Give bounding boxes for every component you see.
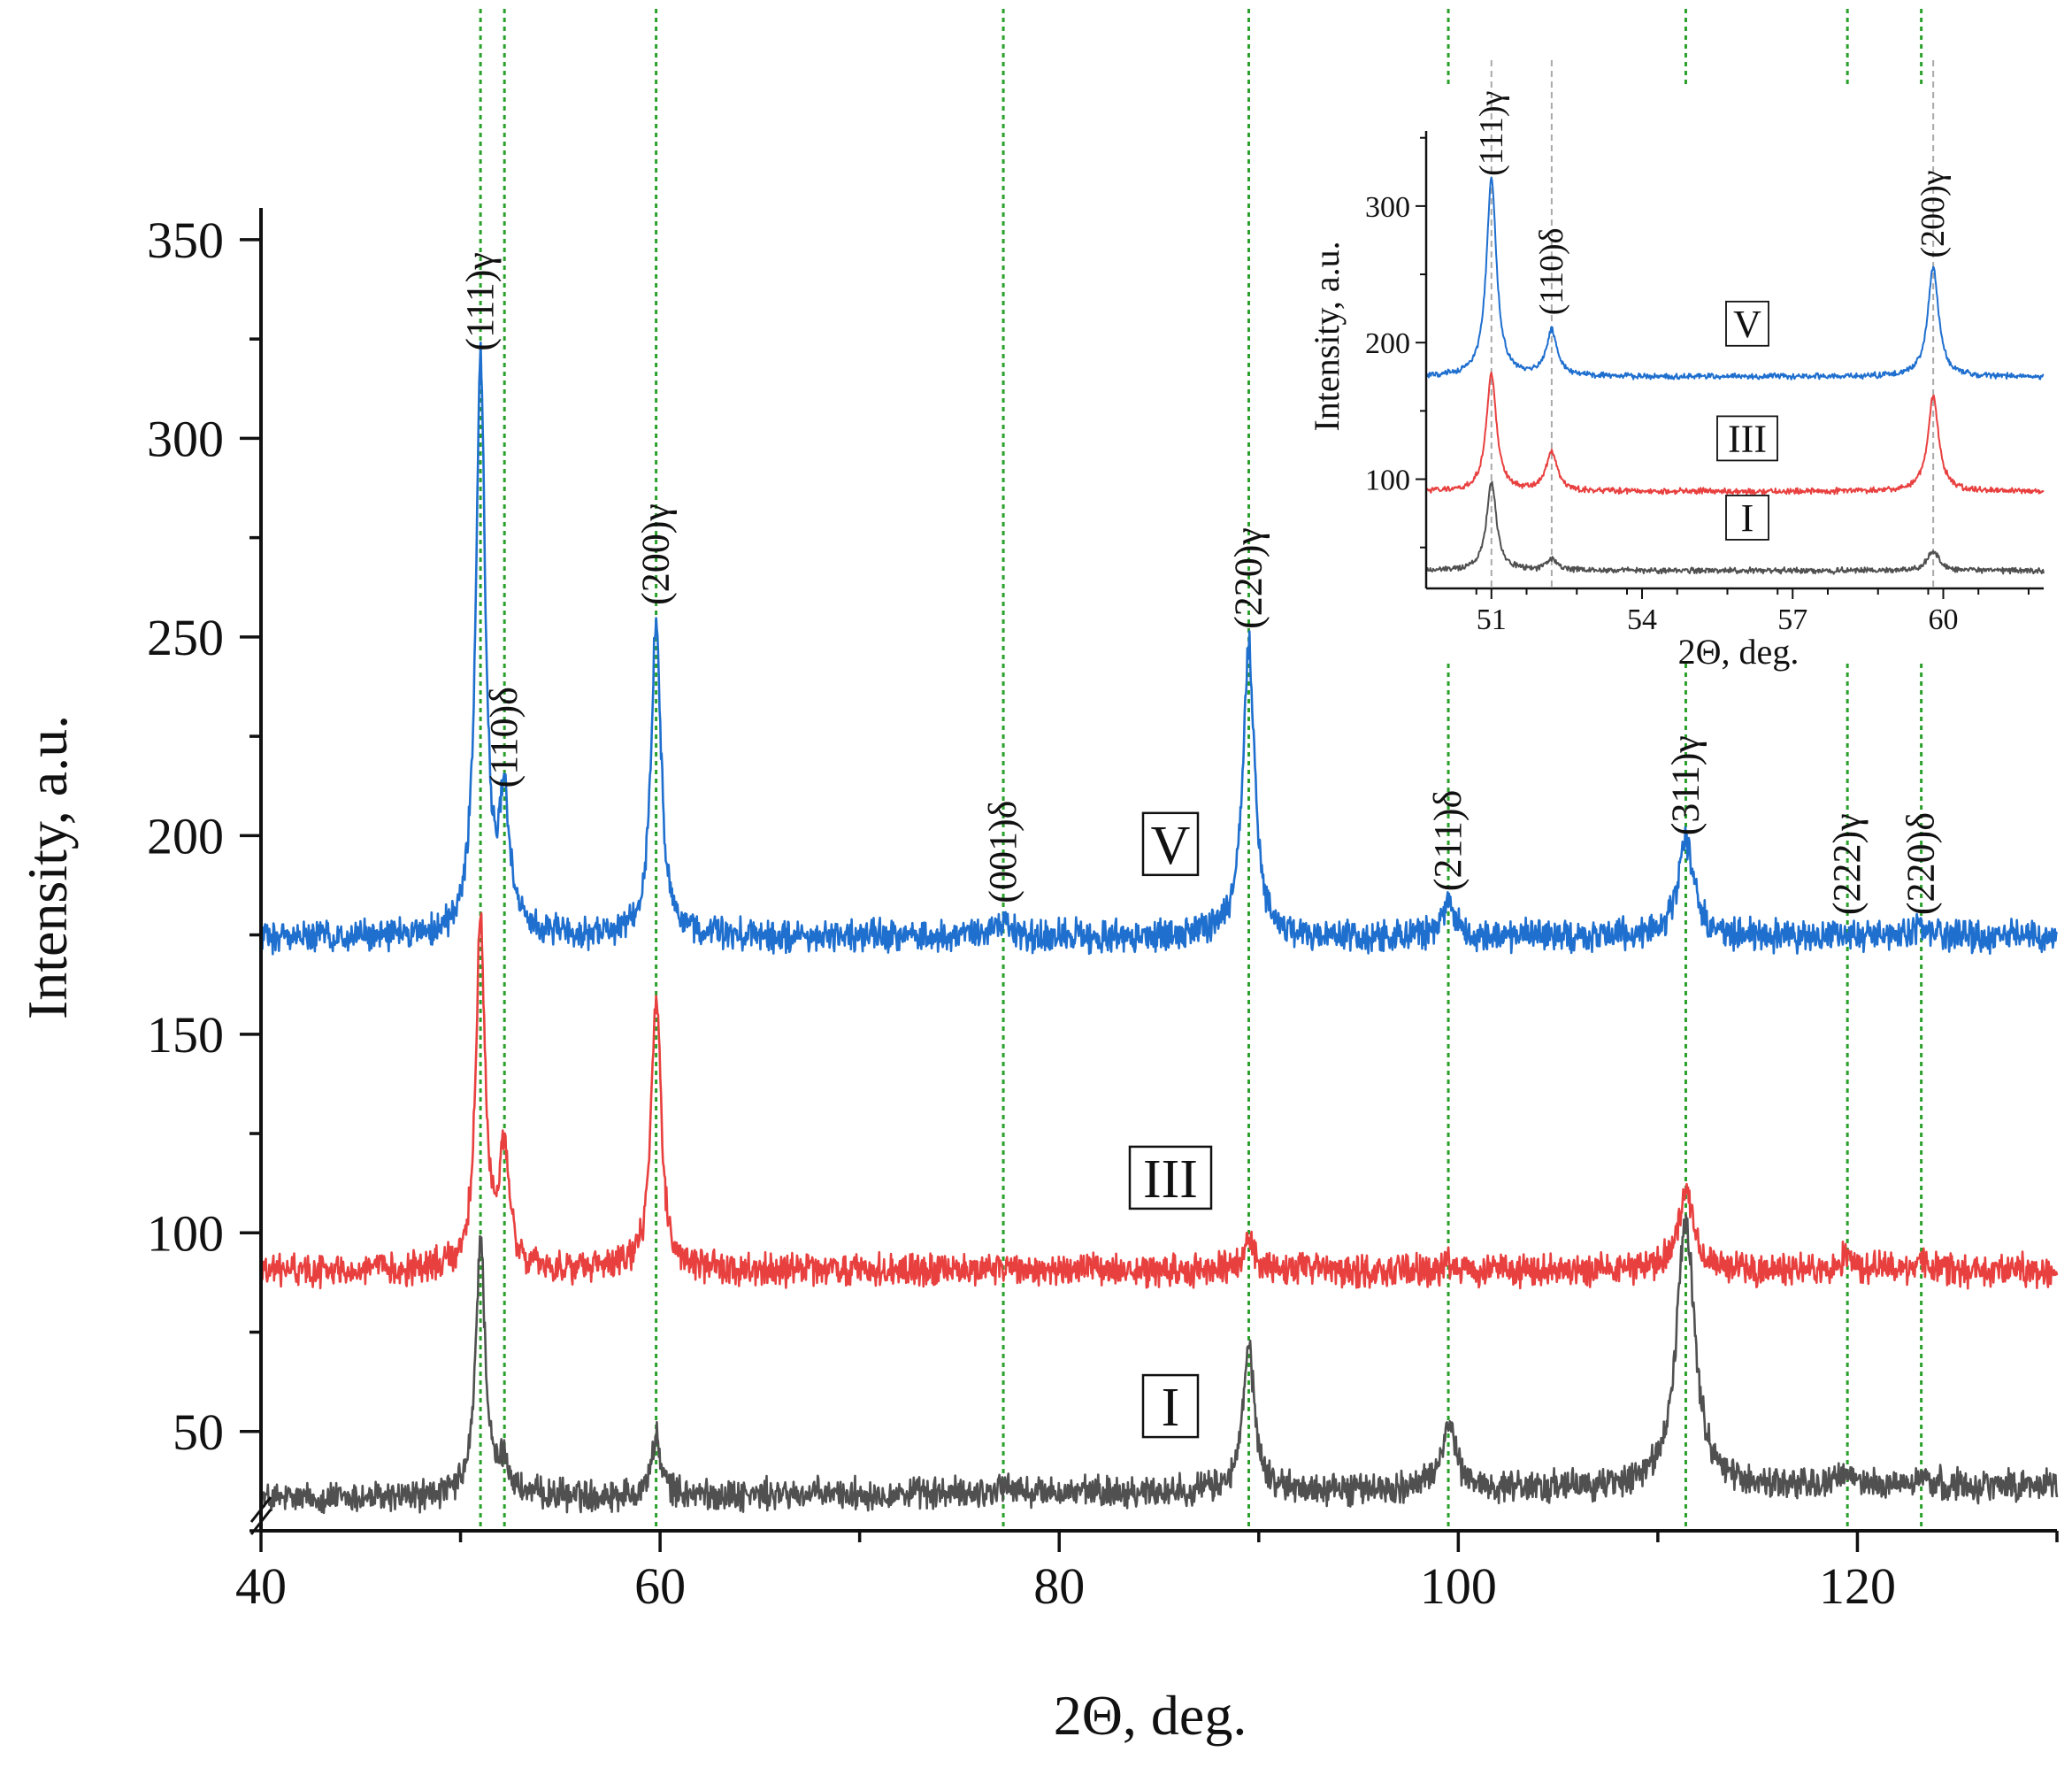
- inset-x-tick-label: 60: [1929, 603, 1959, 636]
- inset-y-tick-label: 300: [1365, 191, 1410, 224]
- main-sample-label-iii: III: [1143, 1149, 1198, 1210]
- inset-axes: [1424, 131, 2044, 590]
- main-y-tick-label: 100: [147, 1204, 224, 1262]
- x-axis-title: 2Θ, deg.: [1054, 1684, 1247, 1747]
- main-sample-box-i: [1141, 1373, 1200, 1439]
- inset-peak-label: (111)γ: [1473, 91, 1510, 176]
- main-y-tick-label: 350: [147, 211, 224, 269]
- inset-series-v: [1425, 176, 2045, 380]
- inset-sample-box-v: [1725, 300, 1769, 347]
- main-sample-label-v: V: [1151, 816, 1191, 876]
- main-y-tick-label: 200: [147, 807, 224, 864]
- inset-peak-label: (200)γ: [1915, 170, 1952, 257]
- main-x-tick-label: 100: [1420, 1557, 1497, 1615]
- main-peak-label: (220)γ: [1227, 527, 1270, 629]
- main-peak-label: (200)γ: [634, 503, 678, 605]
- main-x-tick-label: 120: [1819, 1557, 1896, 1615]
- inset-sample-box-i: [1725, 495, 1769, 541]
- main-x-tick-label: 40: [235, 1557, 287, 1615]
- inset-x-axis-title: 2Θ, deg.: [1678, 632, 1800, 672]
- inset-sample-box-iii: [1716, 415, 1778, 462]
- inset-sample-label-i: I: [1741, 496, 1754, 540]
- main-peak-labels: (111)γ (110)δ (200)γ (001)δ (220)γ (211)δ (311…: [458, 252, 1943, 915]
- inset-x-tick-label: 51: [1477, 603, 1507, 636]
- main-x-tick-label: 80: [1033, 1557, 1085, 1615]
- main-y-tick-label: 150: [147, 1006, 224, 1064]
- inset-sample-label-iii: III: [1728, 417, 1767, 460]
- inset-y-tick-label: 100: [1365, 465, 1410, 497]
- inset-series-group: [1425, 176, 2045, 575]
- main-ticks: 40 60 80 100 120 50 100 150 200 250 300 350: [147, 211, 2059, 1615]
- main-sample-box-v: [1141, 811, 1200, 877]
- main-axes: [249, 208, 2057, 1535]
- inset-x-tick-label: 54: [1627, 603, 1657, 636]
- inset-x-tick-label: 57: [1777, 603, 1807, 636]
- inset-y-tick-label: 200: [1365, 327, 1410, 360]
- main-series-iii: [259, 912, 2059, 1290]
- main-series-v: [259, 341, 2059, 956]
- main-series-group: [259, 341, 2059, 1518]
- main-sample-label-i: I: [1162, 1378, 1180, 1438]
- main-peak-label: (211)δ: [1426, 790, 1470, 891]
- inset-ticks: 51 54 57 60 100 200 300: [1365, 136, 2030, 636]
- main-y-tick-label: 250: [147, 609, 224, 666]
- inset-peak-labels: (111)γ (110)δ (200)γ: [1473, 91, 1952, 316]
- main-peak-label: (220)δ: [1899, 812, 1943, 915]
- inset-reference-lines: [1490, 60, 1935, 588]
- main-peak-label: (110)δ: [482, 687, 526, 788]
- inset-sample-label-v: V: [1733, 303, 1761, 346]
- inset-y-axis-title: Intensity, a.u.: [1307, 241, 1347, 431]
- y-axis-title: Intensity, a.u.: [16, 715, 79, 1019]
- inset-series-iii: [1425, 371, 2045, 496]
- main-y-tick-label: 300: [147, 410, 224, 467]
- main-peak-label: (311)γ: [1664, 735, 1707, 835]
- main-peak-label: (222)γ: [1825, 813, 1869, 915]
- main-peak-label: (111)γ: [458, 252, 502, 350]
- main-series-i: [259, 1214, 2059, 1518]
- main-x-tick-label: 60: [634, 1557, 686, 1615]
- main-peak-label: (001)δ: [981, 801, 1024, 903]
- inset-series-i: [1425, 480, 2045, 575]
- inset-peak-label: (110)δ: [1533, 227, 1570, 315]
- main-sample-box-iii: [1128, 1145, 1213, 1210]
- main-y-tick-label: 50: [173, 1403, 224, 1461]
